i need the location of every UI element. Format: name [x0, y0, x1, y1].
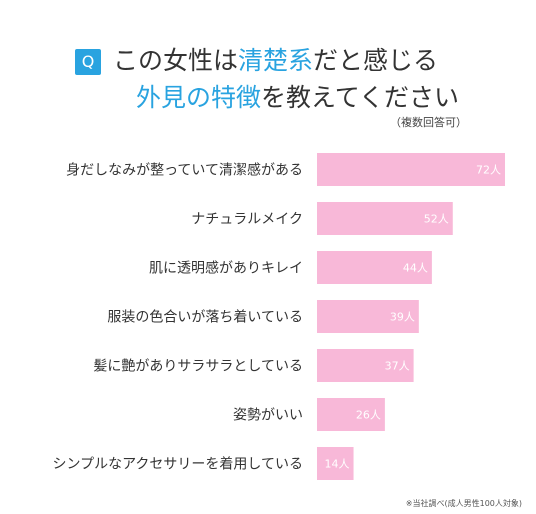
bar-3 [317, 251, 432, 284]
title-line-1-tail: だと感じる [313, 46, 439, 75]
bar-6 [317, 398, 385, 431]
category-label-1: 身だしなみが整っていて清潔感がある [66, 162, 303, 179]
category-label-6: 姿勢がいい [233, 408, 303, 424]
bar-7 [317, 447, 354, 480]
category-label-4: 服装の色合いが落ち着いている [107, 309, 303, 326]
question-badge: Q [75, 49, 101, 75]
multiple-answer-note: （複数回答可） [390, 116, 467, 129]
survey-footnote: ※当社調べ(成人男性100人対象) [405, 499, 522, 508]
category-label-5: 髪に艶がありサラサラとしている [93, 359, 303, 375]
title-highlight-2: 外見の特徴 [136, 83, 262, 112]
category-label-2: ナチュラルメイク [191, 212, 303, 228]
category-label-7: シンプルなアクセサリーを着用している [53, 457, 303, 473]
bar-5 [317, 349, 414, 382]
category-label-3: 肌に透明感がありキレイ [149, 260, 303, 277]
value-label-2: 52人 [424, 213, 449, 226]
value-label-5: 37人 [385, 360, 410, 373]
title-line-2-tail: を教えてください [261, 83, 460, 112]
bar-4 [317, 300, 419, 333]
value-label-3: 44人 [403, 262, 428, 275]
value-label-4: 39人 [390, 311, 415, 324]
value-label-6: 26人 [356, 409, 381, 422]
bar-1 [317, 153, 505, 186]
title-line-1-text: この女性は [113, 46, 239, 75]
value-label-7: 14人 [325, 458, 350, 471]
title-highlight-1: 清楚系 [238, 46, 314, 75]
title-line-1: この女性は清楚系だと感じる [113, 44, 438, 78]
bar-2 [317, 202, 453, 235]
value-label-1: 72人 [476, 164, 501, 177]
title-line-2: 外見の特徴を教えてください [136, 81, 459, 115]
